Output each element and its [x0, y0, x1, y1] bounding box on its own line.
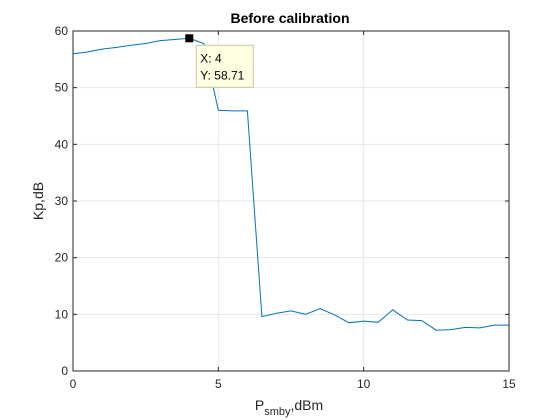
y-tick-label: 20 — [55, 251, 69, 265]
datatip-x-text: X: 4 — [200, 51, 222, 65]
x-tick-label: 5 — [215, 377, 222, 391]
datatip[interactable]: X: 4 Y: 58.71 — [185, 34, 254, 88]
x-axis-label-suffix: ,dBm — [290, 397, 323, 413]
x-tick-label: 0 — [70, 377, 77, 391]
chart-title: Before calibration — [230, 10, 349, 26]
x-tick-label: 15 — [502, 377, 516, 391]
x-axis-label-main: P — [255, 397, 264, 413]
x-tick-label: 10 — [357, 377, 371, 391]
y-tick-label: 30 — [55, 194, 69, 208]
y-tick-label: 60 — [55, 24, 69, 38]
axes-box — [72, 30, 510, 372]
series-line[interactable] — [72, 37, 509, 331]
x-axis-label: Psmby,dBm — [255, 397, 323, 418]
y-tick-label: 40 — [55, 137, 69, 151]
datatip-box — [195, 44, 254, 88]
y-axis-label: Kp,dB — [30, 182, 46, 220]
ticks: 0 5 10 15 0 10 20 30 40 50 60 — [55, 24, 516, 391]
y-tick-label: 50 — [55, 81, 69, 95]
y-tick-label: 10 — [55, 307, 69, 321]
y-tick-label: 0 — [61, 364, 68, 378]
axes[interactable]: 0 5 10 15 0 10 20 30 40 50 60 X: 4 Y: 58.71 — [55, 24, 516, 391]
x-axis-label-subscript: smby — [264, 406, 291, 418]
datatip-y-text: Y: 58.71 — [200, 68, 244, 82]
datatip-marker[interactable] — [185, 34, 194, 43]
